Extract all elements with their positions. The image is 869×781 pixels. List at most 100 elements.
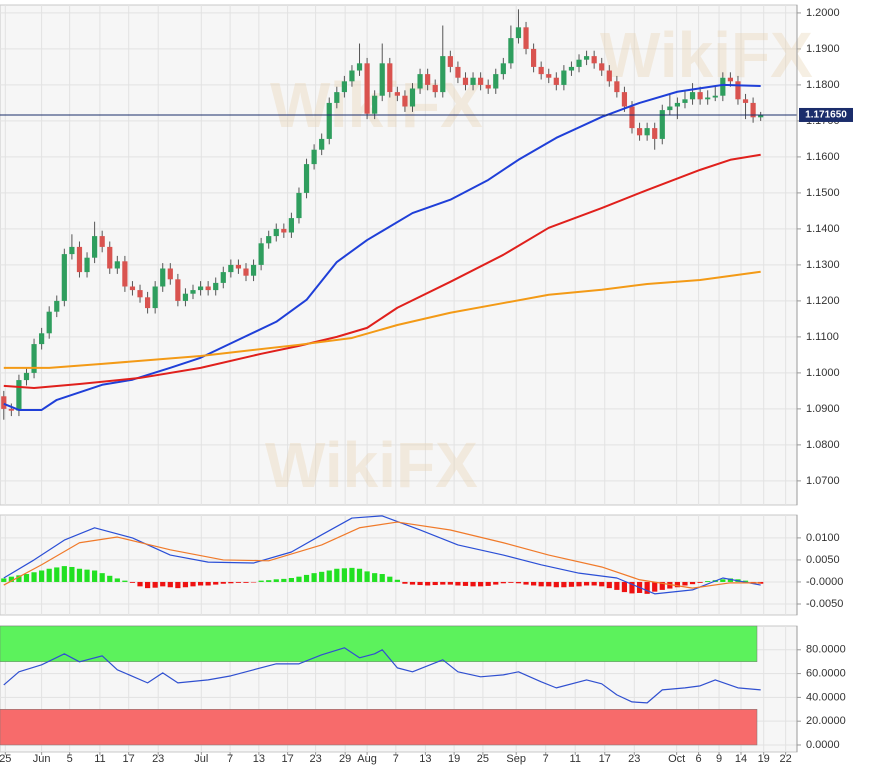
histogram-bar [175,581,181,589]
candle-body [447,56,453,67]
x-tick-label: 23 [152,753,164,765]
x-tick-label: 19 [448,753,460,765]
histogram-bar [742,580,749,582]
candle-body [508,38,514,64]
y-tick-label: 1.1500 [806,187,840,199]
candle-body [735,81,741,100]
candle-body [591,56,597,64]
histogram-bar [266,580,272,582]
candle-body [727,77,733,82]
histogram-bar [31,572,37,582]
x-tick-label: 29 [339,753,351,765]
x-tick-label: Sep [506,753,526,765]
candle-body [303,164,310,193]
y-tick-label: 0.0000 [806,739,840,751]
x-tick-label: 5 [67,753,73,765]
candle-body [402,95,408,107]
histogram-bar [470,581,476,587]
candle-body [379,63,385,96]
histogram-bar [69,566,75,582]
histogram-bar [417,581,423,586]
histogram-bar [667,581,673,589]
histogram-bar [288,577,295,582]
candle-body [167,268,173,280]
candle-body [288,218,295,233]
candle-body [500,63,506,75]
histogram-bar [606,581,612,589]
candle-body [54,300,60,312]
histogram-bar [425,581,431,586]
x-tick-label: Jul [194,753,208,765]
candle-body [409,88,416,107]
candle-body [636,128,643,136]
candle-body [296,192,302,219]
y-tick-label: 80.0000 [806,644,846,656]
y-tick-label: 60.0000 [806,667,846,679]
histogram-bar [205,581,211,586]
indicator-line [3,153,761,390]
y-tick-label: 1.1900 [806,43,840,55]
histogram-bar [568,581,575,587]
histogram-bar [235,581,242,583]
candle-body [432,84,438,93]
candle-body [364,63,370,114]
histogram-bar [144,581,151,589]
candle-body [311,149,317,165]
price-label-box [799,107,853,122]
x-tick-label: 17 [123,753,135,765]
histogram-bar [591,581,597,586]
candle-body [485,84,491,89]
histogram-bar [523,581,529,585]
candle-body [273,228,279,237]
price-label: 1.171650 [805,110,847,121]
y-tick-label: 40.0000 [806,691,846,703]
x-tick-label: 11 [570,753,581,765]
candle-body [61,254,67,301]
panel-background [0,514,798,616]
histogram-bar [39,570,45,582]
candle-body [705,97,711,100]
histogram-bar [508,581,514,583]
candle-body [129,286,136,291]
candle-body [387,63,393,93]
indicator-line [3,515,761,595]
candle-body [576,59,582,67]
candle-body [266,236,272,244]
histogram-bar [167,581,173,588]
candle-body [114,261,120,269]
x-tick-label: 7 [543,753,549,765]
histogram-bar [455,581,461,586]
candle-body [758,114,764,118]
histogram-bar [220,581,226,584]
indicator-line [3,83,761,411]
watermark: WikiFX [265,429,478,501]
y-tick-label: 1.1400 [806,223,840,235]
histogram-bar [197,581,204,586]
histogram-bar [629,581,635,594]
histogram-bar [311,573,317,582]
y-tick-label: 0.0100 [806,532,840,544]
candle-body [568,66,575,71]
indicator-line [3,521,761,589]
candle-body [531,48,537,67]
x-tick-label: 25 [0,753,11,765]
histogram-bar [54,567,60,582]
x-tick-label: 23 [628,753,640,765]
candle-body [258,243,264,265]
candle-body [23,372,30,381]
y-tick-label: 1.0800 [806,439,840,451]
candle-body [652,128,658,139]
histogram-bar [250,581,257,583]
histogram-bar [644,581,650,594]
histogram-bar [341,568,347,582]
histogram-bar [243,581,249,583]
candle-body [462,77,469,85]
candle-body [583,56,590,60]
x-tick-label: Jun [33,753,51,765]
candle-body [629,106,635,129]
candle-body [281,228,287,233]
histogram-bar [674,581,681,588]
x-tick-label: 23 [309,753,321,765]
candle-body [319,138,325,150]
